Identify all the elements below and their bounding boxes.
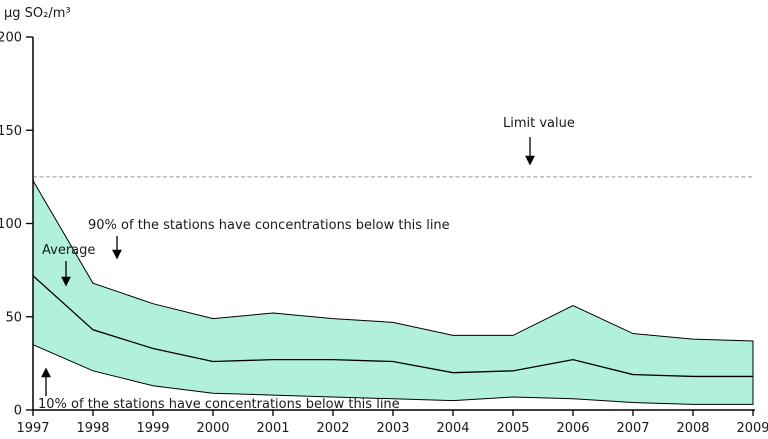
- x-axis-ticks: 1997 1998 1999 2000 2001 2002 2003 2004 2005 2006…: [16, 410, 768, 436]
- x-tick-label: 2000: [196, 421, 229, 436]
- average-annotation-label: Average: [42, 243, 96, 258]
- p10-annotation-label: 10% of the stations have concentrations …: [38, 397, 400, 412]
- y-tick-label: 50: [5, 310, 22, 325]
- x-tick-label: 2008: [676, 421, 709, 436]
- x-tick-label: 2001: [256, 421, 289, 436]
- x-tick-label: 2009: [736, 421, 768, 436]
- percentile-band-area: [32, 178, 754, 405]
- x-tick-label: 2007: [616, 421, 649, 436]
- x-tick-label: 2002: [316, 421, 349, 436]
- y-tick-label: 200: [0, 31, 22, 46]
- y-axis-ticks: 0 50 100 150 200: [0, 31, 33, 419]
- p90-annotation-label: 90% of the stations have concentrations …: [88, 218, 450, 233]
- limit-value-label: Limit value: [503, 116, 575, 131]
- y-tick-label: 0: [14, 404, 22, 419]
- y-tick-label: 100: [0, 217, 22, 232]
- x-tick-label: 1998: [76, 421, 109, 436]
- x-tick-label: 1997: [16, 421, 49, 436]
- x-tick-label: 2006: [556, 421, 589, 436]
- x-tick-label: 2005: [496, 421, 529, 436]
- x-tick-label: 1999: [136, 421, 169, 436]
- y-tick-label: 150: [0, 124, 22, 139]
- y-axis-unit-label: µg SO₂/m³: [4, 6, 71, 21]
- x-tick-label: 2004: [436, 421, 469, 436]
- x-tick-label: 2003: [376, 421, 409, 436]
- average-line: [32, 275, 753, 378]
